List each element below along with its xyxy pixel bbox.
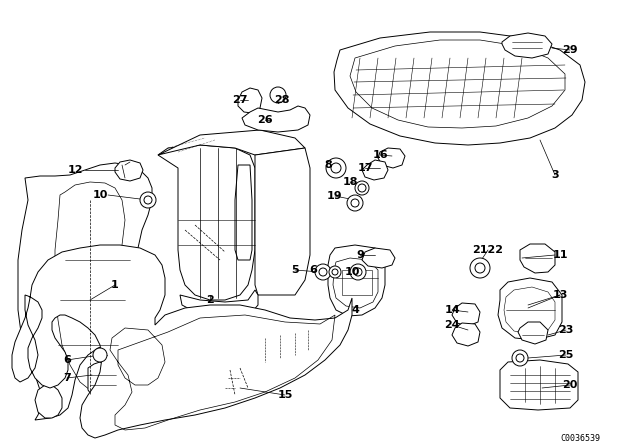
Text: 14: 14	[444, 305, 460, 315]
Circle shape	[332, 269, 338, 275]
Text: 12: 12	[67, 165, 83, 175]
Polygon shape	[115, 160, 143, 181]
Text: 10: 10	[92, 190, 108, 200]
Bar	[342, 270, 372, 295]
Text: 20: 20	[563, 380, 578, 390]
Polygon shape	[238, 88, 262, 113]
Text: 11: 11	[552, 250, 568, 260]
Polygon shape	[18, 163, 158, 420]
Text: 8: 8	[324, 160, 332, 170]
Circle shape	[144, 196, 152, 204]
Polygon shape	[520, 244, 555, 273]
Text: 18: 18	[342, 177, 358, 187]
Text: 27: 27	[232, 95, 248, 105]
Polygon shape	[518, 322, 548, 344]
Circle shape	[319, 268, 327, 276]
Text: 15: 15	[277, 390, 292, 400]
Polygon shape	[452, 323, 480, 346]
Text: 25: 25	[558, 350, 573, 360]
Circle shape	[470, 258, 490, 278]
Polygon shape	[498, 278, 562, 340]
Polygon shape	[328, 245, 385, 316]
Text: 3: 3	[551, 170, 559, 180]
Circle shape	[351, 199, 359, 207]
Polygon shape	[235, 165, 252, 260]
Circle shape	[270, 87, 286, 103]
Text: 6: 6	[63, 355, 71, 365]
Text: 7: 7	[63, 373, 71, 383]
Polygon shape	[334, 32, 585, 145]
Text: 16: 16	[372, 150, 388, 160]
Text: 17: 17	[357, 163, 372, 173]
Polygon shape	[362, 248, 395, 268]
Polygon shape	[502, 33, 552, 58]
Polygon shape	[88, 362, 118, 400]
Polygon shape	[378, 148, 405, 168]
Text: 9: 9	[356, 250, 364, 260]
Circle shape	[315, 264, 331, 280]
Text: 10: 10	[344, 267, 360, 277]
Text: 24: 24	[444, 320, 460, 330]
Text: 6: 6	[309, 265, 317, 275]
Circle shape	[512, 350, 528, 366]
Polygon shape	[158, 145, 255, 300]
Polygon shape	[500, 360, 578, 410]
Text: 2: 2	[206, 295, 214, 305]
Circle shape	[350, 264, 366, 280]
Text: 23: 23	[558, 325, 573, 335]
Text: 28: 28	[275, 95, 290, 105]
Text: 19: 19	[327, 191, 343, 201]
Text: 1: 1	[111, 280, 119, 290]
Circle shape	[355, 181, 369, 195]
Text: 26: 26	[257, 115, 273, 125]
Polygon shape	[12, 245, 352, 438]
Polygon shape	[362, 160, 388, 180]
Circle shape	[93, 348, 107, 362]
Circle shape	[347, 195, 363, 211]
Circle shape	[326, 158, 346, 178]
Polygon shape	[242, 106, 310, 132]
Polygon shape	[35, 385, 62, 418]
Text: 2122: 2122	[472, 245, 504, 255]
Circle shape	[329, 266, 341, 278]
Text: 13: 13	[552, 290, 568, 300]
Circle shape	[516, 354, 524, 362]
Circle shape	[475, 263, 485, 273]
Polygon shape	[255, 148, 310, 295]
Circle shape	[140, 192, 156, 208]
Text: 5: 5	[291, 265, 299, 275]
Circle shape	[331, 163, 341, 173]
Circle shape	[358, 184, 366, 192]
Text: 29: 29	[562, 45, 578, 55]
Text: 4: 4	[351, 305, 359, 315]
Polygon shape	[452, 303, 480, 326]
Text: C0036539: C0036539	[560, 434, 600, 443]
Polygon shape	[180, 290, 258, 315]
Polygon shape	[158, 130, 305, 155]
Circle shape	[354, 268, 362, 276]
